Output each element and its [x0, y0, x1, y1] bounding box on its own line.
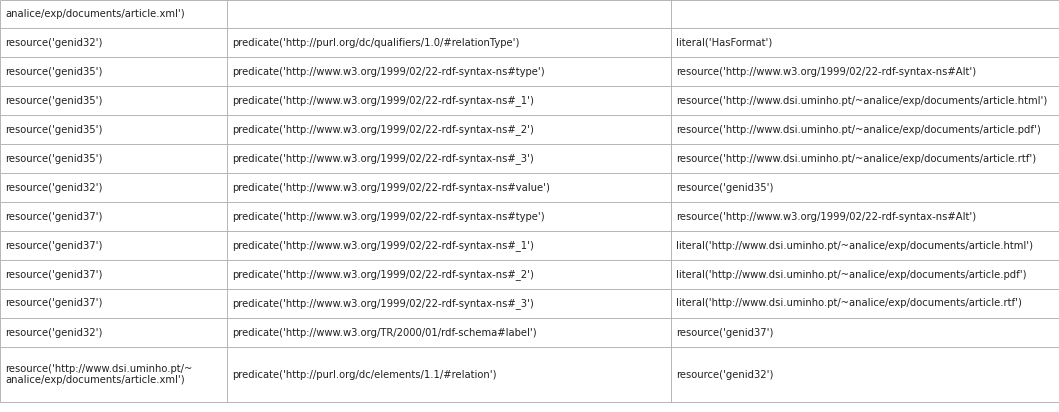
Text: resource('genid35'): resource('genid35')	[5, 124, 103, 134]
Text: resource('genid37'): resource('genid37')	[5, 241, 103, 250]
Text: literal('http://www.dsi.uminho.pt/~analice/exp/documents/article.rtf'): literal('http://www.dsi.uminho.pt/~anali…	[676, 299, 1022, 309]
Text: predicate('http://www.w3.org/1999/02/22-rdf-syntax-ns#_3'): predicate('http://www.w3.org/1999/02/22-…	[232, 153, 534, 164]
Text: analice/exp/documents/article.xml'): analice/exp/documents/article.xml')	[5, 9, 184, 19]
Text: resource('genid32'): resource('genid32')	[676, 370, 773, 379]
Text: resource('genid32'): resource('genid32')	[5, 328, 103, 337]
Text: predicate('http://www.w3.org/1999/02/22-rdf-syntax-ns#value'): predicate('http://www.w3.org/1999/02/22-…	[232, 183, 550, 192]
Text: resource('http://www.w3.org/1999/02/22-rdf-syntax-ns#Alt'): resource('http://www.w3.org/1999/02/22-r…	[676, 66, 976, 77]
Text: predicate('http://www.w3.org/1999/02/22-rdf-syntax-ns#_3'): predicate('http://www.w3.org/1999/02/22-…	[232, 298, 534, 309]
Text: resource('genid35'): resource('genid35')	[676, 183, 773, 192]
Text: predicate('http://www.w3.org/1999/02/22-rdf-syntax-ns#_2'): predicate('http://www.w3.org/1999/02/22-…	[232, 269, 534, 280]
Text: resource('http://www.dsi.uminho.pt/~analice/exp/documents/article.pdf'): resource('http://www.dsi.uminho.pt/~anal…	[676, 124, 1041, 134]
Text: resource('genid37'): resource('genid37')	[5, 269, 103, 279]
Text: resource('genid35'): resource('genid35')	[5, 154, 103, 164]
Text: literal('http://www.dsi.uminho.pt/~analice/exp/documents/article.pdf'): literal('http://www.dsi.uminho.pt/~anali…	[676, 269, 1026, 279]
Text: resource('genid37'): resource('genid37')	[5, 211, 103, 222]
Text: resource('genid32'): resource('genid32')	[5, 183, 103, 192]
Text: resource('genid37'): resource('genid37')	[676, 328, 773, 337]
Text: resource('genid35'): resource('genid35')	[5, 66, 103, 77]
Text: resource('genid35'): resource('genid35')	[5, 96, 103, 105]
Text: resource('http://www.dsi.uminho.pt/~analice/exp/documents/article.rtf'): resource('http://www.dsi.uminho.pt/~anal…	[676, 154, 1036, 164]
Text: predicate('http://purl.org/dc/elements/1.1/#relation'): predicate('http://purl.org/dc/elements/1…	[232, 370, 497, 379]
Text: resource('http://www.dsi.uminho.pt/~
analice/exp/documents/article.xml'): resource('http://www.dsi.uminho.pt/~ ana…	[5, 364, 193, 385]
Text: literal('http://www.dsi.uminho.pt/~analice/exp/documents/article.html'): literal('http://www.dsi.uminho.pt/~anali…	[676, 241, 1033, 250]
Text: literal('HasFormat'): literal('HasFormat')	[676, 37, 772, 47]
Text: predicate('http://www.w3.org/TR/2000/01/rdf-schema#label'): predicate('http://www.w3.org/TR/2000/01/…	[232, 328, 537, 337]
Text: predicate('http://www.w3.org/1999/02/22-rdf-syntax-ns#_1'): predicate('http://www.w3.org/1999/02/22-…	[232, 95, 534, 106]
Text: predicate('http://www.w3.org/1999/02/22-rdf-syntax-ns#type'): predicate('http://www.w3.org/1999/02/22-…	[232, 66, 544, 77]
Text: predicate('http://www.w3.org/1999/02/22-rdf-syntax-ns#type'): predicate('http://www.w3.org/1999/02/22-…	[232, 211, 544, 222]
Text: resource('genid37'): resource('genid37')	[5, 299, 103, 309]
Text: predicate('http://www.w3.org/1999/02/22-rdf-syntax-ns#_2'): predicate('http://www.w3.org/1999/02/22-…	[232, 124, 534, 135]
Text: resource('http://www.w3.org/1999/02/22-rdf-syntax-ns#Alt'): resource('http://www.w3.org/1999/02/22-r…	[676, 211, 976, 222]
Text: predicate('http://purl.org/dc/qualifiers/1.0/#relationType'): predicate('http://purl.org/dc/qualifiers…	[232, 37, 519, 47]
Text: predicate('http://www.w3.org/1999/02/22-rdf-syntax-ns#_1'): predicate('http://www.w3.org/1999/02/22-…	[232, 240, 534, 251]
Text: resource('genid32'): resource('genid32')	[5, 37, 103, 47]
Text: resource('http://www.dsi.uminho.pt/~analice/exp/documents/article.html'): resource('http://www.dsi.uminho.pt/~anal…	[676, 96, 1047, 105]
